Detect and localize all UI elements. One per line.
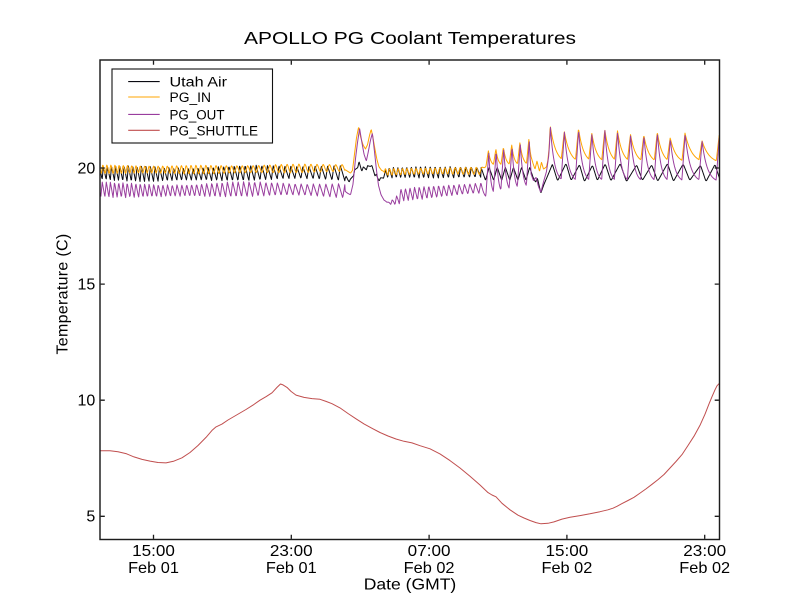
svg-text:10: 10 (78, 393, 96, 410)
svg-text:Utah Air: Utah Air (170, 75, 228, 91)
svg-text:Date (GMT): Date (GMT) (364, 577, 457, 594)
svg-text:07:00: 07:00 (408, 543, 451, 560)
svg-text:Feb 02: Feb 02 (679, 560, 730, 577)
svg-text:5: 5 (86, 509, 95, 526)
svg-text:23:00: 23:00 (683, 543, 726, 560)
svg-text:PG_OUT: PG_OUT (170, 107, 225, 123)
svg-text:Feb 01: Feb 01 (266, 560, 317, 577)
svg-text:Feb 02: Feb 02 (542, 560, 593, 577)
svg-text:23:00: 23:00 (270, 543, 313, 560)
svg-text:20: 20 (78, 160, 96, 177)
svg-text:15: 15 (78, 276, 96, 293)
svg-text:15:00: 15:00 (132, 543, 175, 560)
svg-text:APOLLO PG Coolant Temperatures: APOLLO PG Coolant Temperatures (244, 28, 576, 48)
svg-text:Temperature (C): Temperature (C) (55, 234, 72, 355)
svg-text:Feb 02: Feb 02 (404, 560, 455, 577)
svg-text:PG_IN: PG_IN (170, 90, 212, 106)
svg-text:Feb 01: Feb 01 (128, 560, 179, 577)
svg-text:15:00: 15:00 (546, 543, 589, 560)
svg-text:PG_SHUTTLE: PG_SHUTTLE (170, 123, 259, 139)
